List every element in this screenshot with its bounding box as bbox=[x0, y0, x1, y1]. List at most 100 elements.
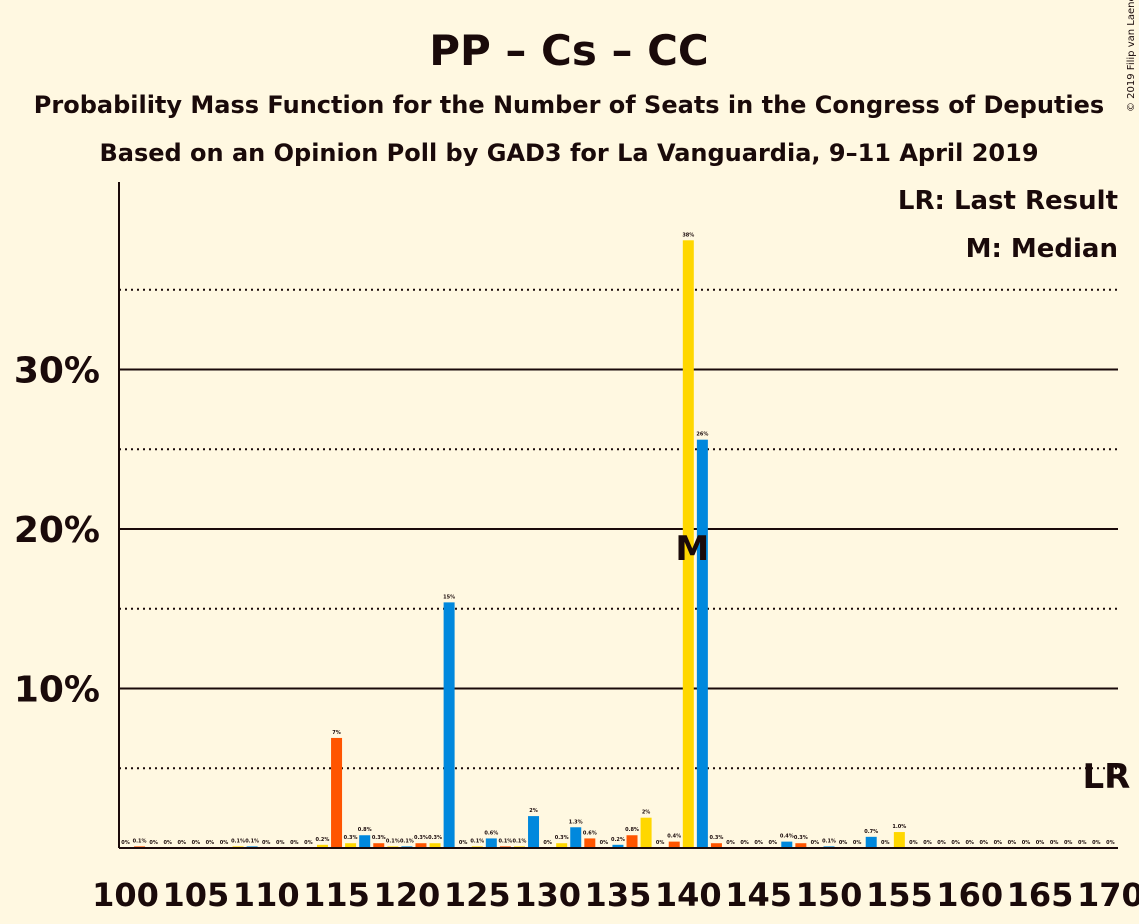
x-axis-ticks: 100 105 110 115 120 125 130 135 140 145 150 155 160 1… bbox=[92, 876, 1139, 914]
x-tick-label: 105 bbox=[162, 876, 229, 914]
bar-value-label: 0.8% bbox=[358, 827, 372, 833]
bar-value-label: 1.3% bbox=[569, 819, 583, 825]
bar-value-label: 0% bbox=[980, 840, 989, 846]
bar-value-label: 0% bbox=[163, 840, 172, 846]
x-tick-label: 140 bbox=[655, 876, 722, 914]
bar-cs-118 bbox=[373, 843, 385, 848]
x-tick-label: 170 bbox=[1077, 876, 1139, 914]
bar-value-label: 0.6% bbox=[583, 830, 597, 836]
bar-value-label: 0.2% bbox=[316, 837, 330, 843]
bar-value-label: 0.1% bbox=[498, 838, 512, 844]
bar-value-labels: 0% 0.1% 0% 0% 0% 0% 0% 0% 0.1% 0.1% 0% 0% 0% 0%0.2%7%… bbox=[121, 232, 1114, 846]
bar-value-label: 0% bbox=[951, 840, 960, 846]
bar-series bbox=[134, 240, 905, 848]
bar-pp-123 bbox=[443, 602, 455, 848]
last-result-marker: LR bbox=[1082, 757, 1130, 797]
bar-value-label: 0.1% bbox=[245, 838, 259, 844]
bar-value-label: 0% bbox=[923, 840, 932, 846]
y-tick-label: 20% bbox=[14, 510, 100, 551]
bar-cc-140 bbox=[682, 240, 694, 848]
bar-value-label: 15% bbox=[443, 594, 455, 600]
x-tick-label: 155 bbox=[866, 876, 933, 914]
bar-value-label: 0.2% bbox=[611, 837, 625, 843]
bar-value-label: 0% bbox=[459, 840, 468, 846]
bar-pp-117 bbox=[359, 835, 371, 848]
bar-cc-122 bbox=[429, 843, 441, 848]
bar-value-label: 26% bbox=[696, 432, 708, 438]
bar-value-label: 0.3% bbox=[344, 835, 358, 841]
bar-cs-115 bbox=[331, 737, 343, 848]
bar-cs-148 bbox=[795, 843, 807, 848]
bar-value-label: 0.4% bbox=[780, 834, 794, 840]
bar-value-label: 1.0% bbox=[892, 824, 906, 830]
bar-cc-131 bbox=[556, 843, 568, 848]
bar-value-label: 0.1% bbox=[470, 838, 484, 844]
x-tick-label: 115 bbox=[303, 876, 370, 914]
bar-value-label: 0% bbox=[276, 840, 285, 846]
bar-cc-116 bbox=[345, 843, 357, 848]
bar-value-label: 0% bbox=[1064, 840, 1073, 846]
legend-last-result: LR: Last Result bbox=[898, 186, 1118, 216]
bar-cs-136 bbox=[626, 835, 638, 848]
chart-subtitle: Probability Mass Function for the Number… bbox=[34, 91, 1104, 119]
bar-value-label: 0% bbox=[1022, 840, 1031, 846]
bar-value-label: 0% bbox=[965, 840, 974, 846]
bar-cc-155 bbox=[893, 832, 905, 848]
bar-value-label: 0% bbox=[1106, 840, 1115, 846]
bar-value-label: 0% bbox=[262, 840, 271, 846]
bar-value-label: 0% bbox=[1078, 840, 1087, 846]
bar-value-label: 0% bbox=[881, 840, 890, 846]
bar-value-label: 0% bbox=[768, 840, 777, 846]
bar-value-label: 0.1% bbox=[822, 838, 836, 844]
bar-value-label: 0.1% bbox=[400, 838, 414, 844]
bar-value-label: 0% bbox=[1036, 840, 1045, 846]
bar-value-label: 38% bbox=[682, 232, 694, 238]
bar-pp-147 bbox=[781, 841, 793, 848]
bar-cs-142 bbox=[710, 843, 722, 848]
bar-value-label: 0% bbox=[178, 840, 187, 846]
bar-value-label: 0.3% bbox=[372, 835, 386, 841]
legend-median: M: Median bbox=[966, 234, 1118, 264]
x-tick-label: 100 bbox=[92, 876, 159, 914]
y-tick-label: 30% bbox=[14, 351, 100, 392]
bar-value-label: 0% bbox=[853, 840, 862, 846]
bar-value-label: 0% bbox=[290, 840, 299, 846]
x-tick-label: 130 bbox=[514, 876, 581, 914]
bar-value-label: 2% bbox=[642, 810, 651, 816]
chart-title: PP – Cs – CC bbox=[429, 26, 709, 75]
bar-value-label: 0.3% bbox=[555, 835, 569, 841]
bar-value-label: 0.1% bbox=[231, 838, 245, 844]
bar-value-label: 0.6% bbox=[484, 830, 498, 836]
bar-value-label: 0% bbox=[937, 840, 946, 846]
x-tick-label: 135 bbox=[585, 876, 652, 914]
x-tick-label: 110 bbox=[233, 876, 300, 914]
bar-cs-139 bbox=[668, 841, 680, 848]
bar-value-label: 0% bbox=[994, 840, 1003, 846]
y-tick-label: 10% bbox=[14, 670, 100, 711]
bar-value-label: 0% bbox=[811, 840, 820, 846]
bar-pp-153 bbox=[865, 836, 877, 848]
bar-value-label: 2% bbox=[529, 808, 538, 814]
bar-value-label: 0% bbox=[149, 840, 158, 846]
bar-cc-137 bbox=[640, 817, 652, 848]
x-tick-label: 120 bbox=[374, 876, 441, 914]
bar-pp-135 bbox=[612, 844, 624, 848]
bar-value-label: 0% bbox=[600, 840, 609, 846]
median-marker: M bbox=[675, 529, 709, 569]
bar-value-label: 0% bbox=[543, 840, 552, 846]
chart-subtitle-poll: Based on an Opinion Poll by GAD3 for La … bbox=[99, 139, 1038, 167]
bar-value-label: 0.8% bbox=[625, 827, 639, 833]
bar-value-label: 0.3% bbox=[414, 835, 428, 841]
x-tick-label: 150 bbox=[796, 876, 863, 914]
bar-pp-126 bbox=[485, 838, 497, 848]
bar-value-label: 0.1% bbox=[133, 838, 147, 844]
bar-value-label: 7% bbox=[332, 730, 341, 736]
bar-value-label: 0.3% bbox=[428, 835, 442, 841]
bar-pp-129 bbox=[528, 816, 540, 848]
bar-cc-114 bbox=[316, 844, 328, 848]
bar-value-label: 0% bbox=[754, 840, 763, 846]
y-axis-ticks: 10% 20% 30% bbox=[14, 351, 100, 711]
bar-value-label: 0.1% bbox=[386, 838, 400, 844]
bar-value-label: 0.7% bbox=[864, 829, 878, 835]
